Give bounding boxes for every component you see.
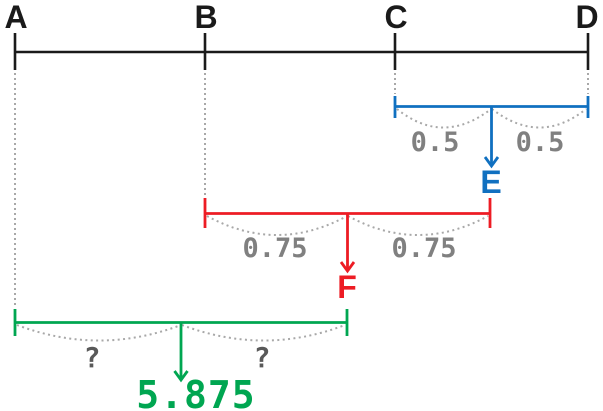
midpoint-e-distance-left: 0.5 (411, 127, 460, 158)
midpoint-f-construction: 0.75 0.75 F (203, 198, 492, 305)
midpoint-e-brace-left (396, 108, 492, 129)
midpoint-e-brace-right (491, 108, 587, 129)
midpoint-f-label: F (337, 269, 357, 305)
drop-lines (14, 73, 589, 306)
answer-distance-right: ? (254, 341, 271, 374)
point-b-label: B (194, 0, 217, 35)
answer-brace-right (181, 324, 346, 342)
midpoint-f-brace-right (347, 215, 489, 236)
point-d-label: D (575, 0, 598, 35)
midpoint-e-arrowhead-icon (483, 156, 500, 169)
answer-arrowhead-icon (173, 370, 189, 383)
answer-value-label: 5.875 (136, 373, 255, 411)
midpoint-e-label: E (480, 164, 501, 200)
answer-construction: ? ? 5.875 (13, 309, 349, 411)
midpoint-e-construction: 0.5 0.5 E (393, 96, 590, 200)
midpoint-f-arrowhead-icon (339, 261, 356, 274)
point-c-label: C (384, 0, 407, 35)
midpoint-e-distance-right: 0.5 (516, 127, 565, 158)
midpoint-f-distance-right: 0.75 (391, 233, 456, 264)
number-line: A B C D (4, 0, 599, 70)
point-a-label: A (4, 0, 27, 35)
answer-brace-left (16, 324, 182, 342)
midpoint-f-distance-left: 0.75 (242, 233, 307, 264)
midpoint-f-brace-left (206, 215, 348, 236)
answer-distance-left: ? (84, 341, 101, 374)
